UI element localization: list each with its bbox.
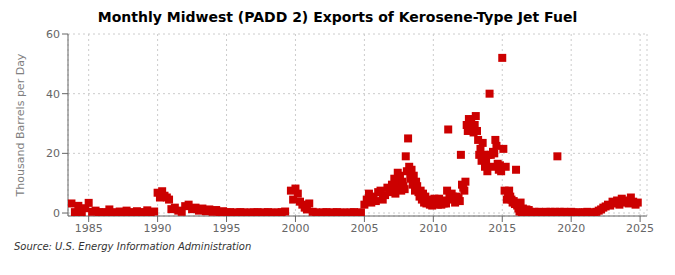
svg-text:0: 0 xyxy=(53,207,60,220)
svg-text:2015: 2015 xyxy=(488,222,516,235)
svg-text:2010: 2010 xyxy=(419,222,447,235)
svg-text:Thousand Barrels per Day: Thousand Barrels per Day xyxy=(14,53,27,197)
html-text:Monthly Midwest (PADD 2) Expor: Monthly Midwest (PADD 2) Exports of Kero… xyxy=(97,9,578,25)
svg-text:20: 20 xyxy=(46,147,60,160)
svg-text:2025: 2025 xyxy=(626,222,654,235)
svg-text:60: 60 xyxy=(46,28,60,41)
svg-text:1985: 1985 xyxy=(75,222,103,235)
svg-text:2005: 2005 xyxy=(350,222,378,235)
svg-text:2000: 2000 xyxy=(281,222,309,235)
svg-text:1995: 1995 xyxy=(213,222,241,235)
svg-text:2020: 2020 xyxy=(557,222,585,235)
svg-text:1990: 1990 xyxy=(144,222,172,235)
svg-text:40: 40 xyxy=(46,88,60,101)
html-text:Source: U.S. Energy Informatio: Source: U.S. Energy Information Administ… xyxy=(14,241,252,252)
